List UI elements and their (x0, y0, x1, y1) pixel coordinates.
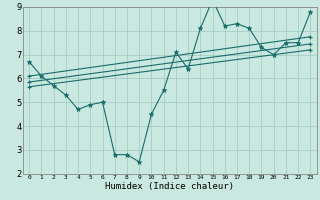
X-axis label: Humidex (Indice chaleur): Humidex (Indice chaleur) (105, 182, 234, 191)
